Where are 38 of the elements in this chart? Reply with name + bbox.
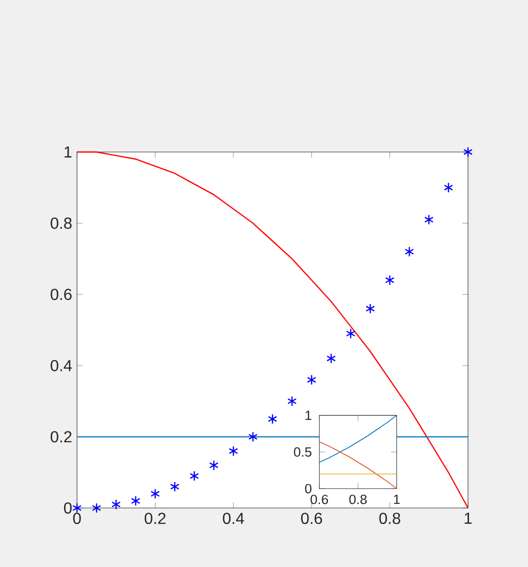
- y-tick-label: 0.6: [50, 288, 72, 300]
- point: [444, 182, 454, 193]
- point: [424, 214, 434, 225]
- y-tick-label: 1: [306, 410, 312, 420]
- line-series: [318, 414, 398, 463]
- point: [404, 246, 414, 257]
- y-tick-label: 1: [64, 146, 72, 158]
- point: [150, 488, 160, 500]
- point: [346, 328, 356, 339]
- x-tick-label: 1: [394, 494, 400, 504]
- x-tick-label: 0.8: [349, 494, 367, 504]
- y-tick-label: 0: [64, 502, 72, 514]
- point: [228, 446, 238, 456]
- point: [268, 414, 278, 424]
- point: [170, 481, 180, 492]
- x-tick-label: 0.4: [222, 512, 244, 524]
- y-tick-label: 0.8: [50, 218, 72, 229]
- x-tick-label: 0.2: [144, 512, 166, 524]
- point: [306, 374, 316, 386]
- point: [92, 502, 102, 514]
- x-tick-label: 0: [73, 512, 81, 524]
- y-tick-label: 0.4: [50, 360, 72, 372]
- point: [111, 499, 121, 510]
- point: [248, 432, 258, 442]
- point: [131, 496, 140, 506]
- x-tick-label: 1: [464, 512, 472, 524]
- point: [385, 274, 394, 286]
- y-tick-label: 0.5: [294, 447, 312, 457]
- point: [72, 502, 82, 514]
- point: [287, 396, 297, 406]
- point: [366, 303, 375, 314]
- point: [326, 353, 336, 364]
- y-tick-label: 0.2: [50, 431, 72, 442]
- x-tick-label: 0.8: [379, 512, 400, 524]
- y-tick-label: 0: [305, 484, 312, 494]
- point: [463, 146, 473, 158]
- point: [209, 460, 218, 471]
- point: [190, 470, 199, 482]
